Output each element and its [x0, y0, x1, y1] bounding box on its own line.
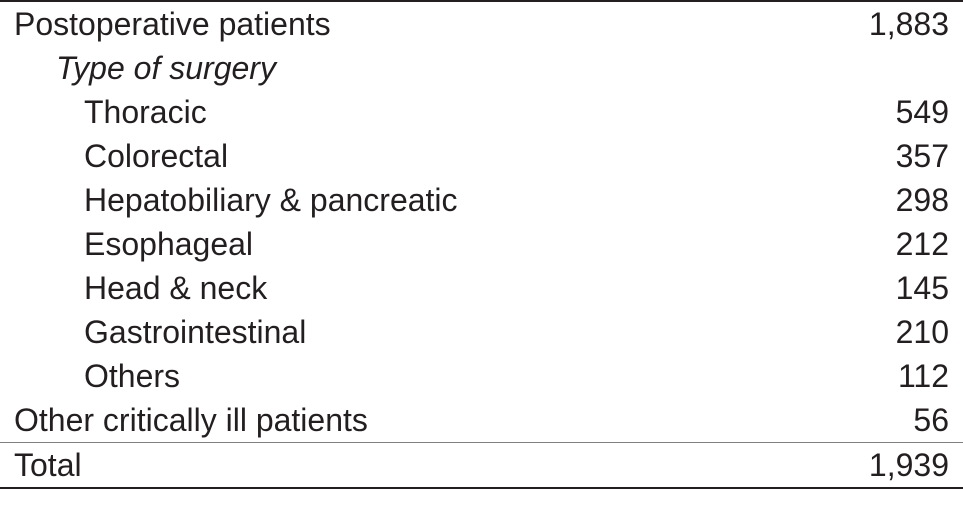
table-row: Type of surgery	[0, 46, 963, 90]
table-row: Other critically ill patients 56	[0, 398, 963, 442]
row-label: Others	[14, 360, 180, 392]
table-row: Hepatobiliary & pancreatic 298	[0, 178, 963, 222]
table-row: Thoracic 549	[0, 90, 963, 134]
table-row: Head & neck 145	[0, 266, 963, 310]
row-label: Colorectal	[14, 140, 228, 172]
row-value: 549	[829, 96, 949, 128]
table-row: Gastrointestinal 210	[0, 310, 963, 354]
row-label: Thoracic	[14, 96, 207, 128]
table-row: Postoperative patients 1,883	[0, 0, 963, 46]
row-value: 145	[829, 272, 949, 304]
patient-table: Postoperative patients 1,883 Type of sur…	[0, 0, 963, 489]
row-label: Gastrointestinal	[14, 316, 306, 348]
row-value: 56	[829, 404, 949, 436]
row-value: 210	[829, 316, 949, 348]
row-value: 298	[829, 184, 949, 216]
row-label: Other critically ill patients	[14, 404, 368, 436]
table-row: Colorectal 357	[0, 134, 963, 178]
row-value: 357	[829, 140, 949, 172]
row-label: Hepatobiliary & pancreatic	[14, 184, 458, 216]
total-label: Total	[14, 449, 82, 481]
row-value: 1,883	[829, 8, 949, 40]
total-row: Total 1,939	[0, 442, 963, 489]
total-value: 1,939	[829, 449, 949, 481]
row-value: 112	[829, 360, 949, 392]
row-label: Head & neck	[14, 272, 267, 304]
row-label: Esophageal	[14, 228, 253, 260]
row-value: 212	[829, 228, 949, 260]
table-row: Esophageal 212	[0, 222, 963, 266]
row-label: Type of surgery	[14, 52, 276, 84]
row-label: Postoperative patients	[14, 8, 331, 40]
table-row: Others 112	[0, 354, 963, 398]
